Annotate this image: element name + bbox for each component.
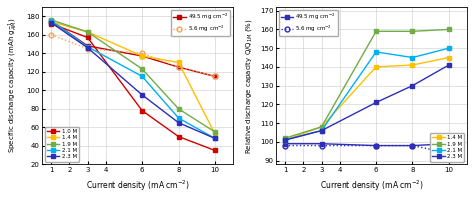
Y-axis label: Relative discharge capacity Q/Q$_{1M}$ (%): Relative discharge capacity Q/Q$_{1M}$ (… <box>244 18 254 154</box>
1.0 M <box>48 22 54 25</box>
X-axis label: Current density (mA cm$^{-2}$): Current density (mA cm$^{-2}$) <box>86 179 190 193</box>
2.1 M <box>85 46 91 48</box>
2.1 M <box>319 129 324 132</box>
2.1 M <box>48 20 54 22</box>
1.0 M <box>212 149 218 152</box>
2.3 M <box>48 21 54 24</box>
Line: 1.9 M: 1.9 M <box>49 18 217 134</box>
1.4 M <box>212 133 218 135</box>
1.9 M <box>373 30 379 33</box>
1.9 M <box>446 28 452 31</box>
Line: 2.1 M: 2.1 M <box>283 46 451 142</box>
1.9 M <box>176 108 182 110</box>
1.4 M <box>410 64 415 66</box>
1.9 M <box>283 137 288 139</box>
1.9 M <box>212 131 218 133</box>
2.3 M <box>319 129 324 132</box>
Line: 1.0 M: 1.0 M <box>49 22 217 153</box>
Legend: 1.0 M, 1.4 M, 1.9 M, 2.1 M, 2.3 M: 1.0 M, 1.4 M, 1.9 M, 2.1 M, 2.3 M <box>45 127 79 162</box>
2.1 M <box>139 75 145 78</box>
2.3 M <box>373 101 379 104</box>
2.3 M <box>176 121 182 124</box>
Line: 2.3 M: 2.3 M <box>283 63 451 142</box>
2.1 M <box>283 139 288 141</box>
Line: 1.9 M: 1.9 M <box>283 27 451 140</box>
2.1 M <box>212 137 218 140</box>
2.1 M <box>373 51 379 53</box>
1.4 M <box>48 21 54 23</box>
2.3 M <box>410 84 415 87</box>
2.3 M <box>139 94 145 96</box>
1.4 M <box>139 55 145 57</box>
1.9 M <box>85 31 91 33</box>
X-axis label: Current density (mA cm$^{-2}$): Current density (mA cm$^{-2}$) <box>319 179 424 193</box>
Line: 2.1 M: 2.1 M <box>49 19 217 140</box>
1.4 M <box>373 66 379 68</box>
2.3 M <box>85 46 91 49</box>
2.1 M <box>176 117 182 119</box>
1.0 M <box>85 36 91 39</box>
Y-axis label: Specific discharge capacity (mAh g$_{AM}^{-1}$): Specific discharge capacity (mAh g$_{AM}… <box>7 18 20 153</box>
Legend: 1.4 M, 1.9 M, 2.1 M, 2.3 M: 1.4 M, 1.9 M, 2.1 M, 2.3 M <box>430 133 464 162</box>
2.3 M <box>283 139 288 141</box>
2.3 M <box>212 137 218 140</box>
1.0 M <box>139 109 145 112</box>
2.1 M <box>446 47 452 49</box>
Line: 1.4 M: 1.4 M <box>283 55 451 142</box>
1.9 M <box>319 126 324 128</box>
1.0 M <box>176 135 182 138</box>
2.1 M <box>410 56 415 59</box>
2.3 M <box>446 64 452 66</box>
1.9 M <box>410 30 415 33</box>
1.4 M <box>283 139 288 141</box>
1.4 M <box>319 126 324 128</box>
1.4 M <box>85 31 91 33</box>
1.9 M <box>48 19 54 21</box>
Line: 2.3 M: 2.3 M <box>49 21 217 140</box>
1.4 M <box>176 61 182 64</box>
1.4 M <box>446 56 452 59</box>
1.9 M <box>139 68 145 70</box>
Line: 1.4 M: 1.4 M <box>49 20 217 136</box>
